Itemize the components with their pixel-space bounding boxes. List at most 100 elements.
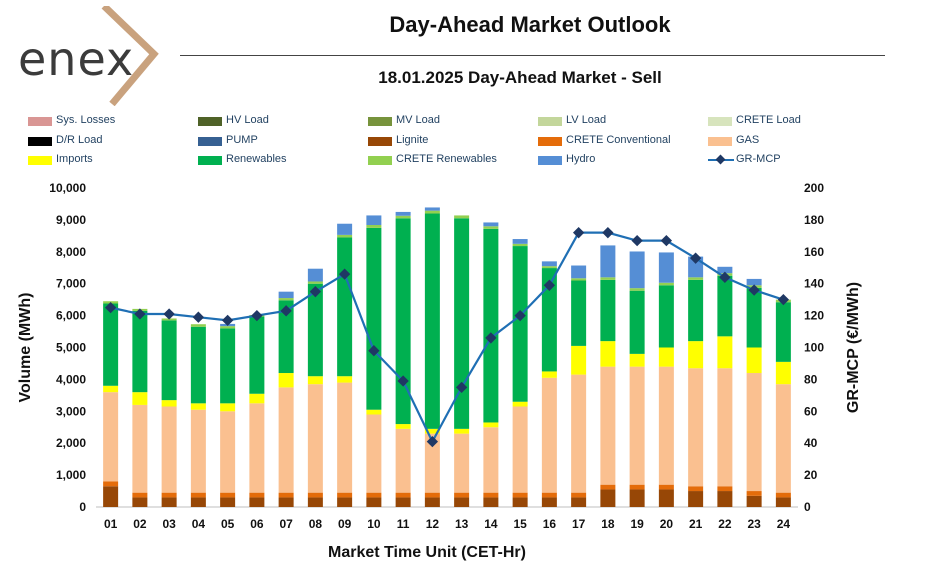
y2-tick-label: 120	[804, 309, 824, 323]
x-axis-title: Market Time Unit (CET-Hr)	[328, 544, 526, 561]
logo-chevron-icon	[101, 3, 159, 107]
mcp-point	[221, 314, 234, 327]
legend-label: GAS	[736, 134, 760, 146]
bar-segment	[366, 215, 382, 226]
x-tick-label: 12	[426, 517, 440, 531]
x-tick-label: 13	[455, 517, 469, 531]
bar-segment	[278, 492, 294, 498]
legend-label: Hydro	[566, 153, 596, 165]
bar-segment	[483, 492, 499, 498]
bar-segment	[571, 374, 587, 493]
y-tick-label: 10,000	[49, 181, 86, 195]
bar-segment	[658, 282, 674, 286]
mcp-point	[397, 375, 409, 387]
x-tick-label: 20	[660, 517, 674, 531]
x-tick-label: 23	[747, 517, 761, 531]
legend-swatch	[368, 117, 392, 126]
legend-label: Renewables	[226, 153, 287, 165]
legend-swatch	[708, 137, 732, 146]
bar-segment	[337, 497, 353, 507]
bar-segment	[161, 406, 177, 493]
mcp-point	[163, 308, 175, 320]
y-tick-label: 3,000	[56, 404, 86, 418]
enex-logo: enex	[8, 3, 166, 107]
bar-segment	[395, 218, 411, 425]
bar-segment	[483, 226, 499, 229]
mcp-point	[485, 332, 497, 344]
x-tick-label: 16	[543, 517, 557, 531]
bar-segment	[512, 246, 528, 402]
bar-segment	[278, 300, 294, 374]
legend-swatch	[28, 117, 52, 126]
bar-segment	[541, 492, 557, 498]
bar-segment	[366, 409, 382, 415]
bar-segment	[424, 207, 440, 211]
bar-segment	[249, 393, 265, 404]
bar-segment	[395, 424, 411, 429]
bar-segment	[307, 283, 323, 377]
legend-label: Imports	[56, 153, 93, 165]
bar-segment	[658, 366, 674, 485]
bar-segment	[512, 239, 528, 244]
x-tick-label: 14	[484, 517, 498, 531]
x-tick-label: 24	[777, 517, 791, 531]
bar-segment	[161, 492, 177, 498]
mcp-point	[280, 305, 292, 317]
bar-segment	[337, 492, 353, 498]
x-tick-label: 22	[718, 517, 732, 531]
bar-segment	[278, 387, 294, 493]
bar-segment	[571, 345, 587, 375]
bar-segment	[571, 497, 587, 507]
bar-segment	[161, 400, 177, 407]
bar-segment	[278, 298, 294, 301]
mcp-point	[426, 435, 439, 448]
x-tick-label: 06	[250, 517, 264, 531]
bar-segment	[366, 225, 382, 228]
bar-segment	[103, 303, 119, 386]
bar-segment	[161, 497, 177, 507]
legend-swatch	[538, 117, 562, 126]
bar-segment	[220, 326, 236, 329]
bar-segment	[307, 281, 323, 284]
legend-swatch	[198, 156, 222, 165]
bar-segment	[220, 328, 236, 404]
bar-segment	[249, 316, 265, 394]
bar-segment	[541, 266, 557, 269]
title-divider	[180, 55, 885, 56]
bar-segment	[132, 497, 148, 507]
y-tick-label: 9,000	[56, 213, 86, 227]
y-tick-label: 1,000	[56, 468, 86, 482]
legend-label: Sys. Losses	[56, 114, 116, 126]
bar-segment	[512, 497, 528, 507]
bar-segment	[571, 265, 587, 279]
bar-segment	[541, 268, 557, 372]
x-tick-label: 02	[133, 517, 147, 531]
bar-segment	[454, 492, 470, 498]
y2-tick-label: 140	[804, 277, 824, 291]
bar-segment	[483, 422, 499, 428]
bar-segment	[483, 228, 499, 423]
bar-segment	[629, 353, 645, 367]
bar-segment	[454, 428, 470, 434]
y2-tick-label: 20	[804, 468, 818, 482]
bar-segment	[717, 491, 733, 507]
legend-swatch	[708, 117, 732, 126]
bar-segment	[454, 215, 470, 219]
bar-segment	[600, 341, 616, 367]
legend-label: PUMP	[226, 134, 258, 146]
mcp-point	[689, 252, 702, 264]
y-tick-label: 5,000	[56, 341, 86, 355]
bar-segment	[658, 285, 674, 348]
bar-segment	[746, 347, 762, 374]
bar-segment	[220, 492, 236, 498]
bar-segment	[600, 277, 616, 280]
bar-segment	[190, 403, 206, 410]
bar-segment	[629, 288, 645, 291]
legend-label: D/R Load	[56, 134, 103, 146]
y2-tick-label: 160	[804, 245, 824, 259]
legend-label: MV Load	[396, 114, 441, 126]
chart-legend: Sys. Losses HV Load MV Load LV Load CRETE Lo…	[28, 113, 908, 173]
y2-tick-label: 80	[804, 372, 818, 386]
bar-segment	[278, 497, 294, 507]
bar-segment	[512, 406, 528, 493]
